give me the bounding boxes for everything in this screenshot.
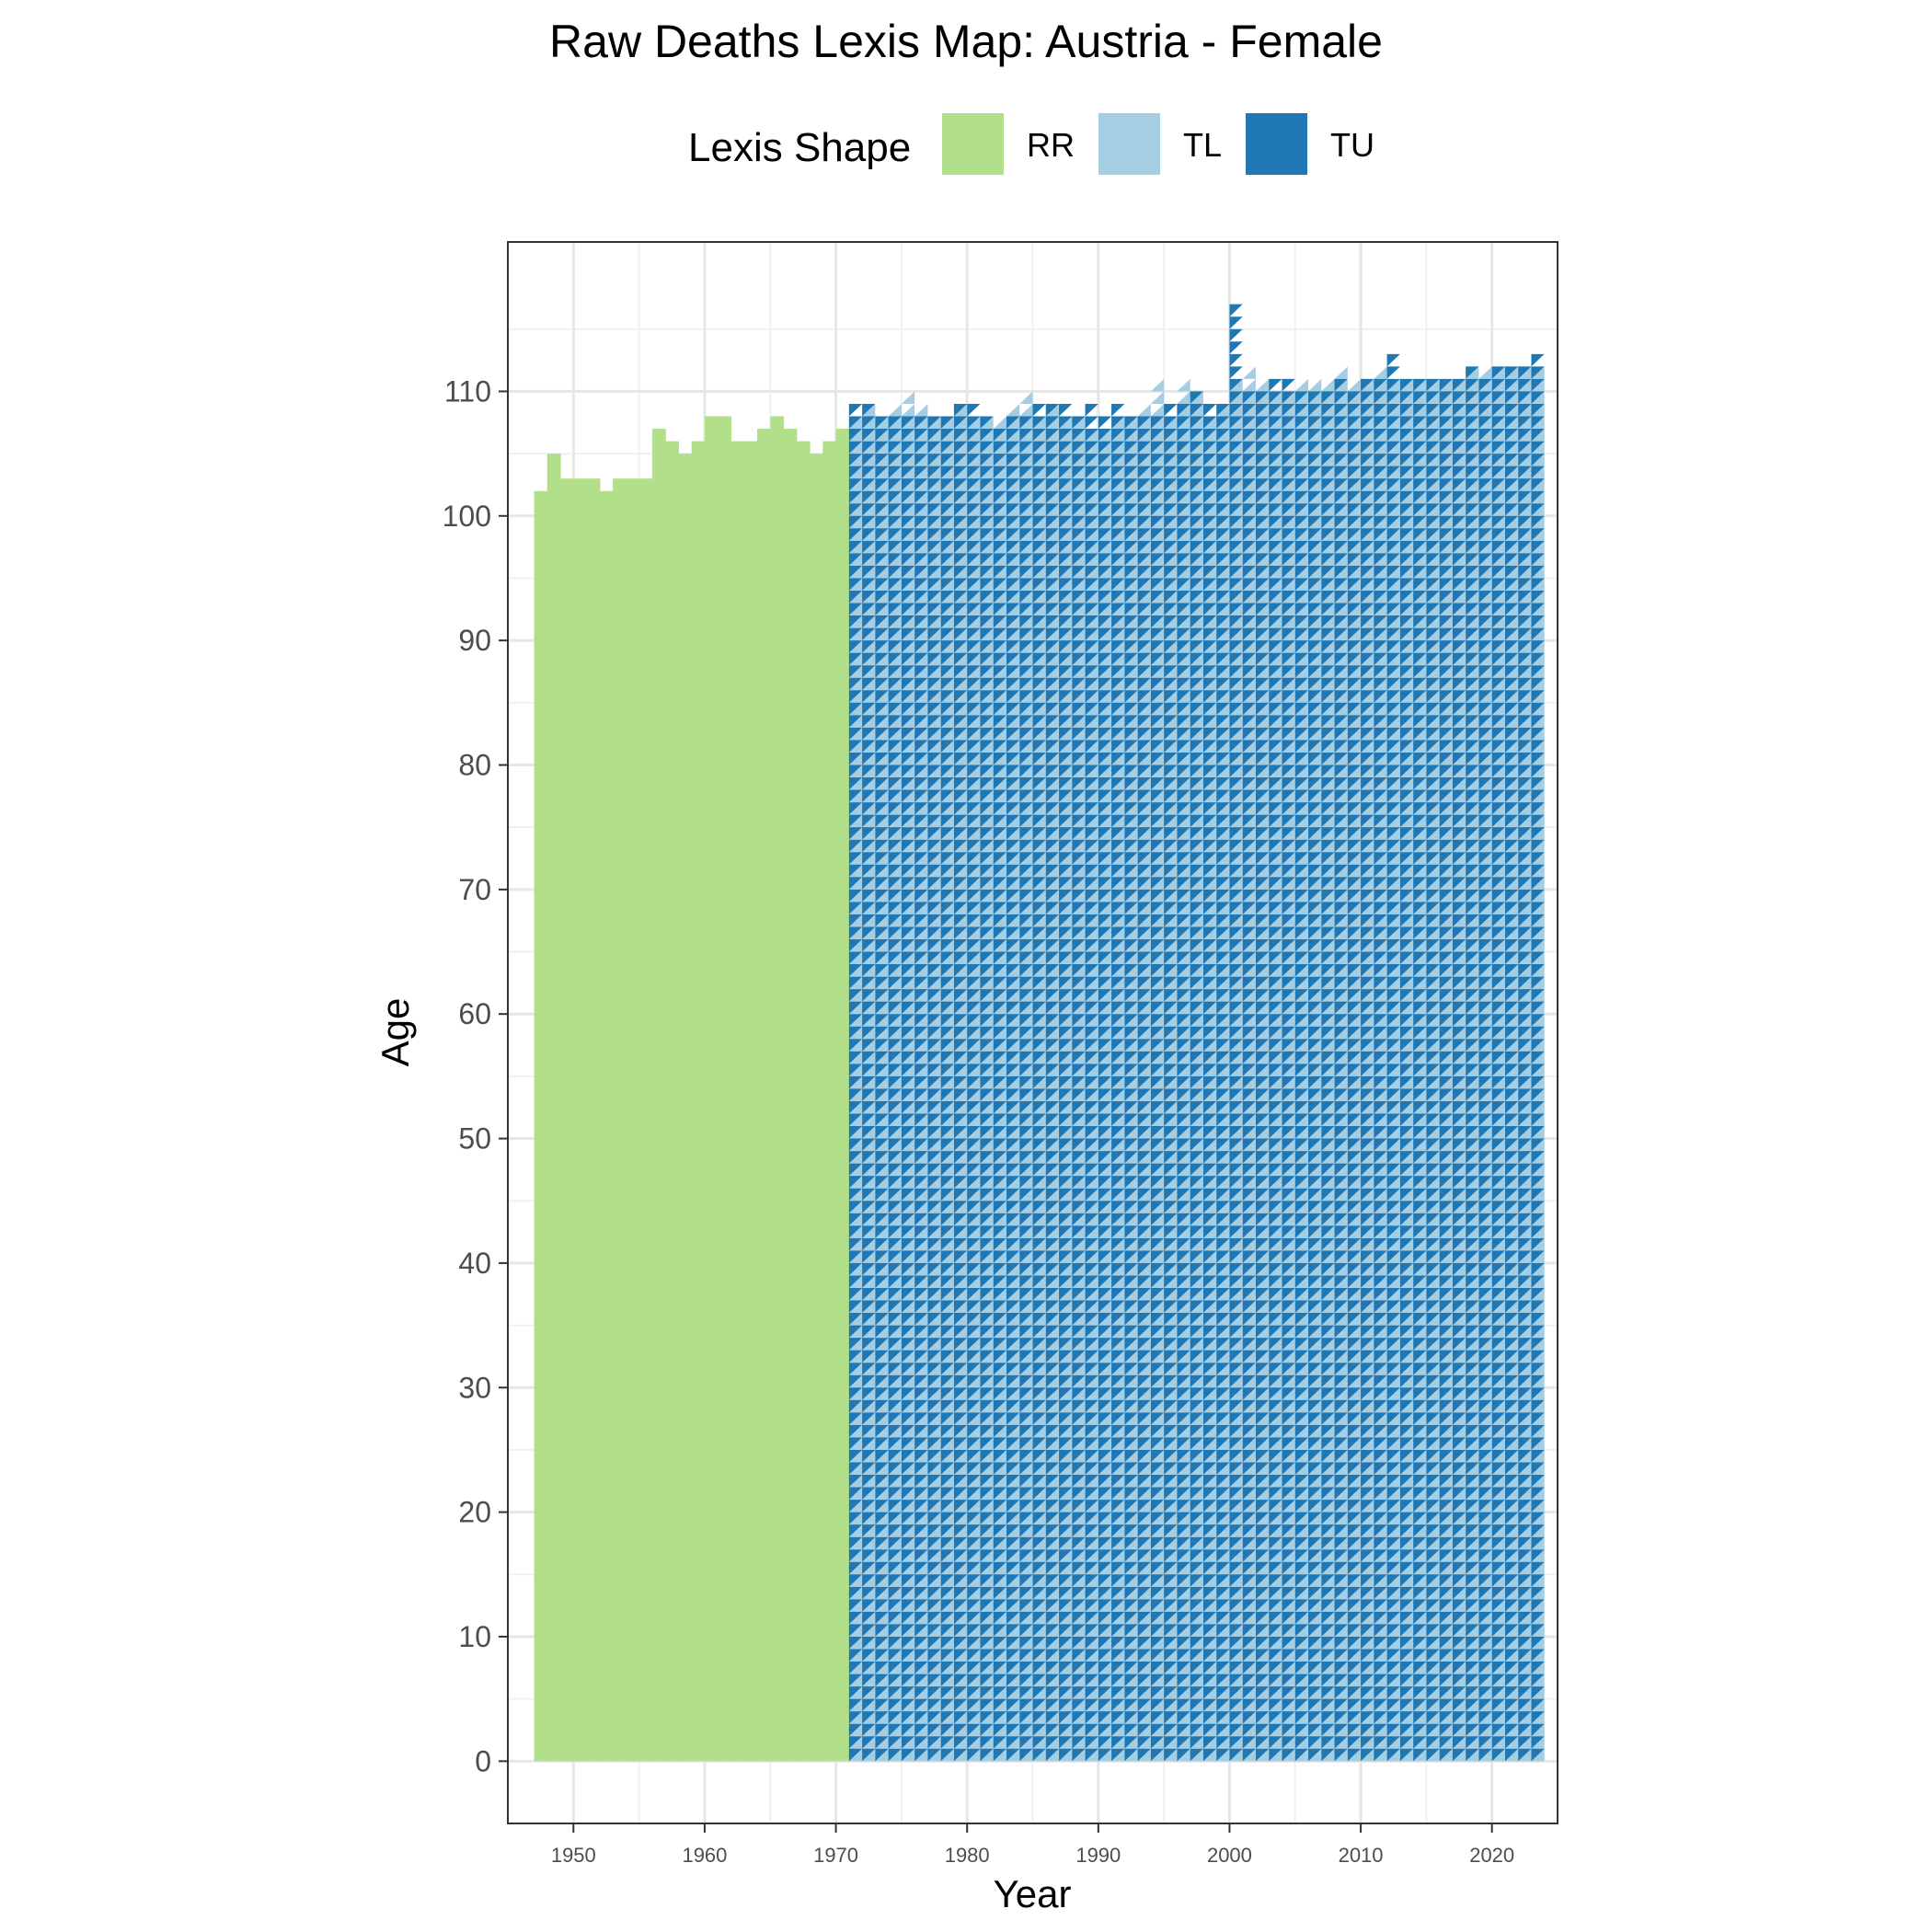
rr-cell-column: [678, 454, 693, 1762]
y-tick-label: 90: [458, 624, 491, 657]
x-tick-label: 2020: [1469, 1844, 1514, 1867]
series-tl: [848, 366, 1545, 1762]
y-tick-label: 110: [444, 374, 491, 408]
rr-cell-column: [560, 478, 574, 1762]
y-tick-label: 100: [443, 500, 491, 533]
series-rr: [534, 416, 850, 1762]
axis-ticks: 1950 1960 1970 1980 1990 2000 2010 2020 0 10 20 30 4…: [443, 374, 1515, 1867]
y-tick-label: 20: [458, 1496, 491, 1529]
rr-cell-column: [756, 429, 771, 1762]
legend-label-tu: TU: [1330, 126, 1374, 164]
rr-cell-column: [599, 490, 614, 1762]
rr-cell-column: [796, 441, 811, 1762]
rr-cell-column: [586, 478, 601, 1762]
x-tick-label: 1990: [1075, 1844, 1121, 1867]
x-tick-label: 1950: [551, 1844, 596, 1867]
rr-cell-column: [810, 454, 823, 1762]
legend-title: Lexis Shape: [688, 125, 911, 170]
y-tick-label: 0: [475, 1744, 491, 1777]
series-tu: [848, 304, 1545, 1762]
y-tick-label: 50: [458, 1122, 491, 1156]
legend-key-tl: [1098, 113, 1160, 175]
y-tick-label: 30: [458, 1371, 491, 1404]
rr-cell-column: [626, 478, 640, 1762]
x-tick-label: 1970: [813, 1844, 858, 1867]
y-axis-title: Age: [374, 998, 417, 1067]
tl-triangles: [848, 366, 1545, 1762]
tu-triangles: [848, 304, 1545, 1762]
x-tick-label: 2000: [1207, 1844, 1252, 1867]
rr-cell-column: [718, 416, 732, 1762]
rr-cell-column: [730, 441, 745, 1762]
legend-key-tu: [1246, 113, 1307, 175]
rr-cell-column: [573, 478, 588, 1762]
panel-border: [507, 241, 1558, 1824]
x-tick-label: 1980: [945, 1844, 990, 1867]
rr-cell-column: [691, 441, 706, 1762]
rr-cell-column: [770, 416, 785, 1762]
y-tick-label: 40: [458, 1247, 491, 1280]
y-tick-label: 10: [458, 1620, 491, 1653]
rr-cell-column: [651, 429, 666, 1762]
x-tick-label: 1960: [682, 1844, 727, 1867]
rr-cell-column: [822, 441, 837, 1762]
rr-cell-column: [613, 478, 627, 1762]
legend: Lexis Shape RR TL TU: [688, 113, 1374, 175]
rr-cell-column: [743, 441, 758, 1762]
rr-cell-column: [783, 429, 798, 1762]
rr-cell-column: [546, 454, 561, 1762]
legend-key-rr: [942, 113, 1004, 175]
rr-cell-column: [704, 416, 719, 1762]
rr-cell-column: [835, 429, 850, 1762]
y-tick-label: 80: [458, 748, 491, 781]
rr-cell-column: [534, 490, 548, 1762]
legend-label-rr: RR: [1027, 126, 1075, 164]
legend-label-tl: TL: [1183, 126, 1222, 164]
rr-cell-column: [665, 441, 680, 1762]
lexis-cells: [534, 304, 1545, 1762]
y-tick-label: 70: [458, 873, 491, 906]
rr-cell-column: [638, 478, 653, 1762]
x-tick-label: 2010: [1339, 1844, 1384, 1867]
y-tick-label: 60: [458, 997, 491, 1030]
chart-title: Raw Deaths Lexis Map: Austria - Female: [549, 16, 1383, 67]
x-axis-title: Year: [994, 1872, 1072, 1915]
